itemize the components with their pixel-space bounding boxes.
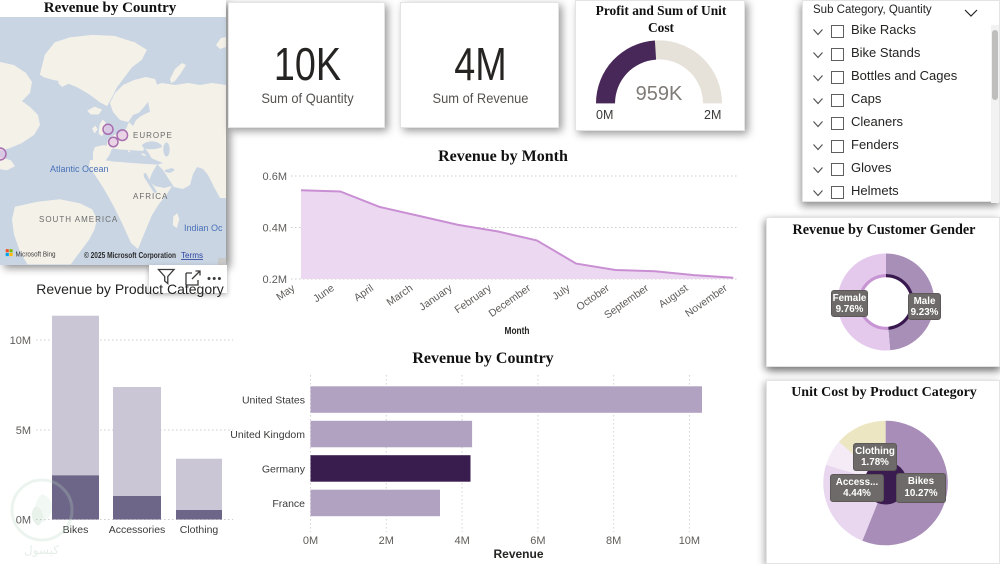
svg-text:2M: 2M [379,535,394,547]
svg-text:July: July [550,282,573,303]
svg-text:November: November [683,282,730,320]
svg-text:United States: United States [242,395,305,407]
svg-text:January: January [417,282,455,314]
svg-text:0M: 0M [596,108,613,122]
svg-text:Revenue: Revenue [493,547,543,561]
svg-text:September: September [602,282,651,322]
svg-text:AFRICA: AFRICA [133,192,168,201]
svg-text:Month: Month [505,326,530,337]
svg-text:Bikes: Bikes [63,524,89,536]
svg-text:10M: 10M [10,335,31,347]
svg-text:United Kingdom: United Kingdom [230,429,305,441]
svg-text:0M: 0M [303,535,318,547]
svg-text:0.2M: 0.2M [263,274,287,286]
svg-text:4M: 4M [454,535,469,547]
svg-text:Clothing: Clothing [180,524,219,536]
svg-text:10M: 10M [679,535,700,547]
svg-text:Microsoft Bing: Microsoft Bing [16,250,56,259]
svg-text:EUROPE: EUROPE [133,131,173,140]
svg-text:SOUTH AMERICA: SOUTH AMERICA [39,215,118,224]
svg-text:0.4M: 0.4M [263,223,287,235]
svg-text:Terms: Terms [181,250,203,260]
svg-text:0.6M: 0.6M [263,171,287,183]
svg-text:France: France [272,498,305,510]
svg-text:© 2025 Microsoft Corporation: © 2025 Microsoft Corporation [84,251,176,260]
svg-text:April: April [352,282,376,304]
svg-text:June: June [311,282,337,305]
svg-text:August: August [657,282,691,311]
svg-text:2M: 2M [704,108,721,122]
svg-text:8M: 8M [606,535,621,547]
svg-text:March: March [384,282,415,309]
svg-text:Atlantic Ocean: Atlantic Ocean [50,164,109,174]
svg-text:6M: 6M [530,535,545,547]
svg-text:Germany: Germany [262,464,306,476]
svg-text:Accessories: Accessories [109,524,166,536]
svg-text:كبسول: كبسول [24,543,59,557]
svg-text:0M: 0M [16,515,31,527]
svg-text:December: December [487,282,534,320]
svg-text:959K: 959K [636,83,683,105]
svg-text:Indian Oc: Indian Oc [184,223,223,233]
svg-text:5M: 5M [16,425,31,437]
